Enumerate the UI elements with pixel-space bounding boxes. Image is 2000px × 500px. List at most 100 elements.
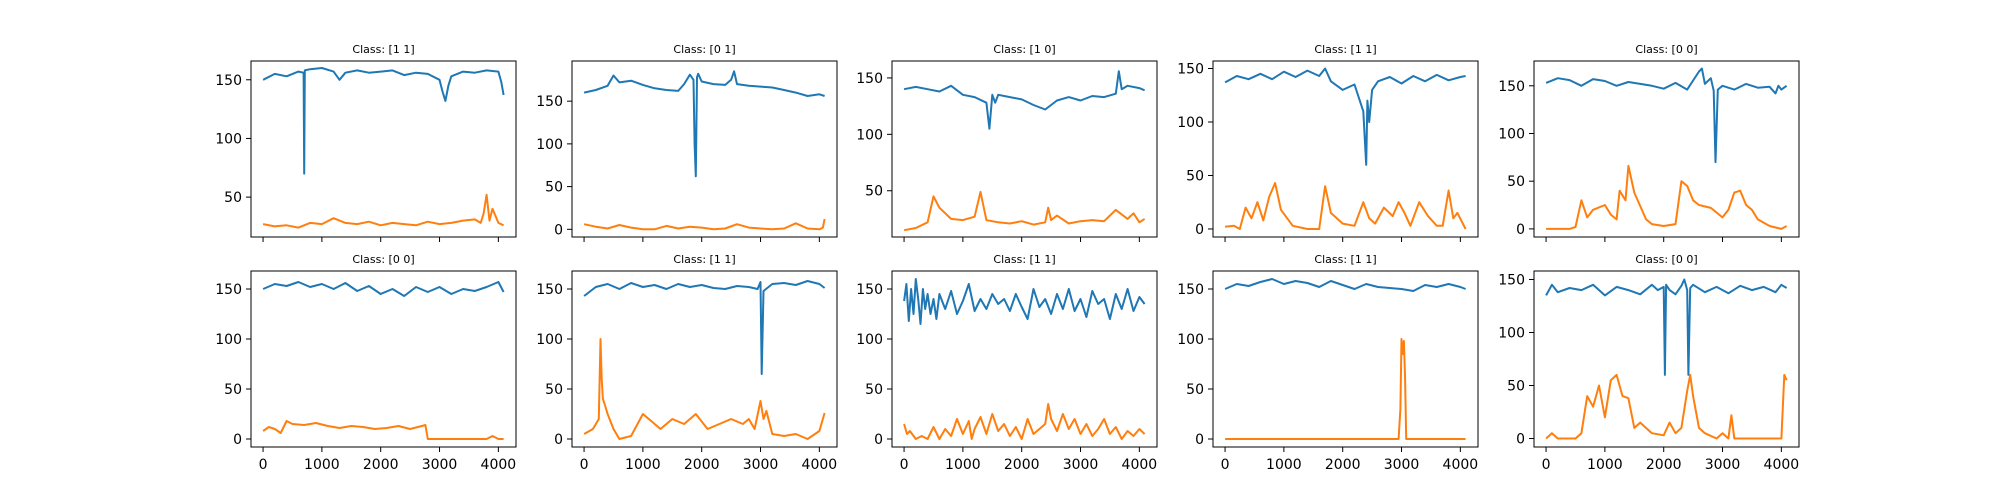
- y-tick-label: 50: [545, 180, 563, 196]
- y-tick-label: 150: [1498, 79, 1525, 95]
- series-line-2: [583, 218, 826, 231]
- y-tick-label: 50: [1507, 379, 1525, 395]
- subplot-4: Class: [1 1] 0 50 100 150: [1177, 43, 1479, 242]
- y-tick-label: 100: [1498, 325, 1525, 341]
- axes-frame: [891, 60, 1158, 238]
- subplot-6: Class: [0 0] 0 50 100 150 0 1000 2000 3000 4000: [215, 253, 517, 473]
- axes-frame: [250, 270, 517, 448]
- y-tick-label: 50: [865, 382, 883, 398]
- axes-frame: [1212, 60, 1479, 238]
- y-tick-label: 100: [1177, 332, 1204, 348]
- x-tick-label: 1000: [304, 457, 340, 473]
- y-tick-label: 150: [536, 94, 563, 110]
- y-tick-label: 100: [856, 127, 883, 143]
- series-line-1: [1545, 67, 1788, 164]
- x-tick-label: 3000: [1063, 457, 1099, 473]
- y-tick-label: 100: [536, 137, 563, 153]
- y-tick-label: 150: [856, 282, 883, 298]
- y-tick-label: 0: [233, 432, 242, 448]
- x-tick-label: 4000: [481, 457, 517, 473]
- subplot-title: Class: [1 1]: [673, 253, 735, 266]
- series-line-2: [903, 190, 1146, 232]
- y-tick-label: 100: [1177, 115, 1204, 131]
- x-tick-label: 2000: [363, 457, 399, 473]
- y-tick-label: 0: [1195, 222, 1204, 238]
- x-tick-label: 2000: [1325, 457, 1361, 473]
- series-line-1: [583, 70, 825, 178]
- series-line-1: [1545, 278, 1788, 376]
- subplot-7: Class: [1 1] 0 50 100 150 0 1000 2000 3000 4000: [536, 253, 838, 473]
- y-tick-label: 50: [1186, 382, 1204, 398]
- x-tick-label: 3000: [1705, 457, 1741, 473]
- series-line-2: [1546, 164, 1788, 230]
- y-tick-label: 100: [1498, 126, 1525, 142]
- series-line-1: [903, 278, 1146, 325]
- y-tick-label: 150: [215, 73, 242, 89]
- x-tick-label: 1000: [1266, 457, 1302, 473]
- y-tick-label: 150: [856, 71, 883, 87]
- series-line-1: [1224, 278, 1466, 292]
- y-tick-label: 0: [554, 222, 563, 238]
- y-tick-label: 0: [554, 432, 563, 448]
- series-line-1: [262, 67, 505, 175]
- y-tick-label: 50: [1186, 168, 1204, 184]
- subplot-8: Class: [1 1] 0 50 100 150 0 1000 2000 3000 4000: [856, 253, 1158, 473]
- axes-frame: [1533, 270, 1800, 448]
- x-tick-label: 0: [900, 457, 909, 473]
- axes-frame: [1533, 60, 1800, 238]
- x-tick-label: 0: [1221, 457, 1230, 473]
- subplot-1: Class: [1 1] 50 100 150: [215, 43, 517, 242]
- x-tick-label: 2000: [684, 457, 720, 473]
- x-tick-label: 4000: [802, 457, 838, 473]
- x-tick-label: 2000: [1646, 457, 1682, 473]
- y-tick-label: 150: [215, 282, 242, 298]
- axes-frame: [1212, 270, 1479, 448]
- x-tick-label: 4000: [1443, 457, 1479, 473]
- y-tick-label: 150: [1177, 282, 1204, 298]
- series-line-2: [262, 420, 504, 440]
- axes-frame: [571, 60, 838, 238]
- y-tick-label: 150: [1498, 272, 1525, 288]
- subplot-10: Class: [0 0] 0 50 100 150 0 1000 2000 3000 4000: [1498, 253, 1800, 473]
- subplot-title: Class: [1 1]: [1314, 253, 1376, 266]
- x-tick-label: 3000: [743, 457, 779, 473]
- series-line-2: [1225, 338, 1466, 440]
- series-line-1: [583, 280, 826, 375]
- y-tick-label: 100: [215, 131, 242, 147]
- x-tick-label: 3000: [1384, 457, 1420, 473]
- series-line-1: [903, 70, 1145, 130]
- y-tick-label: 50: [1507, 174, 1525, 190]
- y-tick-label: 100: [856, 332, 883, 348]
- series-line-1: [1224, 67, 1466, 166]
- y-tick-label: 50: [545, 382, 563, 398]
- axes-frame: [250, 60, 517, 238]
- axes-frame: [891, 270, 1158, 448]
- series-line-2: [583, 338, 826, 440]
- subplot-3: Class: [1 0] 50 100 150: [856, 43, 1158, 242]
- x-tick-label: 4000: [1764, 457, 1800, 473]
- x-tick-label: 1000: [625, 457, 661, 473]
- y-tick-label: 150: [1177, 61, 1204, 77]
- subplot-5: Class: [0 0] 0 50 100 150: [1498, 43, 1800, 242]
- x-tick-label: 3000: [422, 457, 458, 473]
- subplot-title: Class: [1 0]: [993, 43, 1055, 56]
- x-tick-label: 1000: [945, 457, 981, 473]
- axes-frame: [571, 270, 838, 448]
- x-tick-label: 1000: [1587, 457, 1623, 473]
- x-tick-label: 2000: [1004, 457, 1040, 473]
- y-tick-label: 0: [1516, 222, 1525, 238]
- series-line-2: [1545, 373, 1788, 440]
- y-tick-label: 100: [536, 332, 563, 348]
- y-tick-label: 150: [536, 282, 563, 298]
- series-line-2: [262, 193, 505, 229]
- y-tick-label: 50: [224, 190, 242, 206]
- subplot-2: Class: [0 1] 0 50 100 150: [536, 43, 838, 242]
- y-tick-label: 0: [1195, 432, 1204, 448]
- subplot-title: Class: [1 1]: [352, 43, 414, 56]
- series-line-2: [1224, 182, 1467, 230]
- y-tick-label: 100: [215, 332, 242, 348]
- subplot-title: Class: [0 0]: [1635, 253, 1697, 266]
- x-tick-label: 0: [580, 457, 589, 473]
- subplot-title: Class: [1 1]: [993, 253, 1055, 266]
